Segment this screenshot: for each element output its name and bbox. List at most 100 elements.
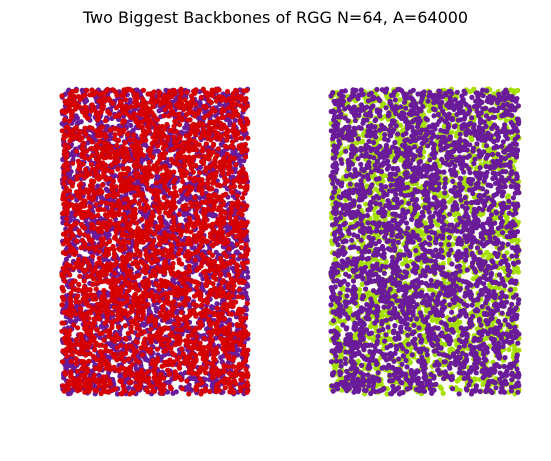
scatter-point [125,131,131,137]
scatter-point [123,97,129,103]
scatter-point [59,302,65,308]
scatter-point [206,165,213,171]
scatter-point [68,358,74,364]
scatter-point [115,324,122,330]
scatter-point [77,166,83,172]
scatter-point [244,259,250,265]
scatter-point [146,257,152,263]
scatter-point [194,267,200,273]
scatter-point [128,104,134,110]
scatter-point [244,203,250,209]
scatter-point [229,200,235,206]
scatter-point [70,160,76,166]
scatter-point [99,182,106,188]
scatter-point [145,357,151,363]
scatter-point [172,321,178,327]
scatter-point [241,286,247,292]
scatter-point [238,388,244,394]
scatter-point [59,93,65,99]
scatter-point [166,380,172,386]
scatter-point [200,160,206,167]
scatter-point [61,388,67,394]
scatter-point [171,123,177,129]
scatter-point [130,261,136,267]
scatter-point [59,320,65,326]
scatter-point [233,234,239,240]
scatter-point [160,292,166,298]
scatter-point [106,168,112,174]
scatter-point [243,253,249,259]
scatter-point [130,308,136,314]
scatter-point [235,347,241,353]
scatter-point [161,113,167,119]
scatter-point [157,310,163,316]
scatter-point [126,385,132,391]
scatter-point [235,204,241,210]
scatter-point [128,379,134,385]
scatter-point [186,325,192,331]
scatter-point [137,253,143,259]
scatter-point [161,194,167,201]
scatter-point [187,268,193,274]
scatter-point [67,138,73,144]
scatter-point [72,318,79,324]
scatter-point [178,247,184,253]
scatter-point [245,135,251,141]
scatter-point [181,212,187,218]
scatter-point [93,244,99,250]
scatter-point [133,371,139,377]
scatter-point [171,184,177,190]
scatter-point [151,375,157,381]
scatter-point [239,195,246,201]
scatter-point [170,169,177,175]
scatter-point [61,180,67,187]
scatter-point [115,137,122,143]
scatter-point [101,380,107,386]
scatter-point [176,302,183,308]
scatter-point [65,363,71,369]
scatter-point [236,287,243,293]
scatter-point [204,296,210,302]
scatter-point [238,253,244,259]
scatter-point [219,170,225,176]
scatter-point [136,200,142,207]
scatter-point [118,182,124,188]
scatter-point [151,149,157,155]
scatter-point [190,169,196,175]
scatter-point [127,137,133,143]
scatter-point [151,298,157,304]
scatter-point [178,309,184,315]
scatter-point [197,376,203,382]
scatter-point [96,255,102,261]
scatter-point [241,107,247,113]
scatter-point [129,275,135,281]
scatter-point [209,106,215,112]
scatter-point [144,211,151,217]
scatter-point [112,270,118,276]
scatter-point [62,117,68,123]
scatter-point [62,174,68,180]
scatter-point [139,352,146,358]
scatter-point [138,345,144,351]
scatter-point [128,329,135,335]
scatter-point [126,208,132,214]
scatter-point [152,370,158,376]
scatter-point [237,183,243,189]
scatter-point [231,96,237,102]
scatter-point [128,190,134,196]
scatter-point [176,222,183,228]
scatter-point [201,335,207,341]
scatter-point [91,346,98,353]
scatter-point [119,177,126,183]
scatter-point [112,173,118,179]
scatter-point [128,122,134,128]
scatter-point [225,360,231,366]
scatter-point [237,157,243,163]
scatter-point [218,125,224,132]
scatter-point [165,367,171,373]
scatter-point [85,233,91,239]
scatter-point [166,113,172,119]
scatter-point [115,238,121,244]
scatter-point [101,155,107,161]
